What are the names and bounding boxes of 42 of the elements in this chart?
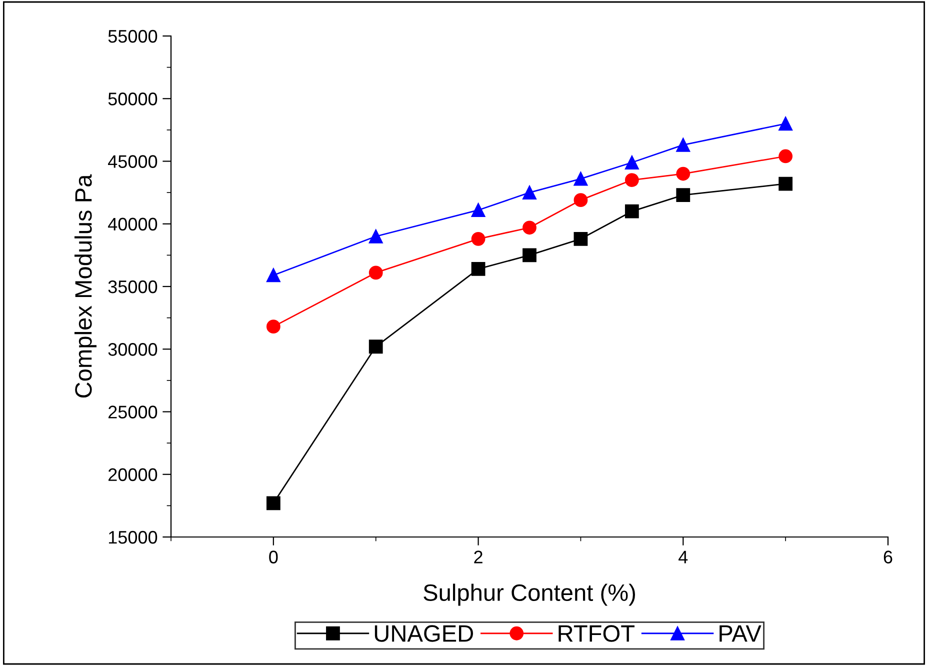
- legend-label: RTFOT: [558, 625, 634, 642]
- y-tick-label: 55000: [108, 30, 158, 43]
- point: [778, 176, 793, 191]
- y-tick-label: 50000: [108, 92, 158, 106]
- point: [574, 172, 588, 186]
- y-tick-label: 15000: [108, 530, 158, 544]
- x-tick-label: 2: [474, 550, 482, 564]
- legend-label: PAV: [720, 625, 762, 642]
- y-tick-label: 30000: [108, 343, 158, 356]
- point: [368, 340, 383, 354]
- point: [676, 138, 690, 152]
- legend-label: UNAGED: [374, 625, 473, 642]
- point: [266, 496, 280, 510]
- y-axis-title: Complex Modulus Pa: [74, 174, 96, 398]
- point: [471, 203, 486, 218]
- point: [471, 232, 486, 246]
- point: [624, 173, 639, 187]
- point: [368, 229, 383, 244]
- point: [522, 186, 536, 200]
- point: [574, 232, 588, 246]
- point: [624, 204, 639, 218]
- y-tick-label: 25000: [108, 406, 158, 418]
- y-tick-label: 40000: [108, 218, 158, 231]
- point: [574, 193, 588, 208]
- y-tick-label: 20000: [108, 468, 158, 482]
- point: [676, 166, 690, 181]
- point: [676, 188, 690, 202]
- x-tick-label: 4: [678, 550, 688, 564]
- y-tick-label: 45000: [108, 155, 158, 168]
- point: [266, 320, 280, 334]
- point: [624, 156, 639, 170]
- y-tick-label: 35000: [108, 280, 158, 294]
- x-tick-label: 6: [884, 550, 892, 564]
- point: [778, 149, 793, 164]
- point: [778, 116, 793, 131]
- point: [522, 248, 536, 262]
- x-tick-label: 0: [269, 550, 278, 564]
- point: [266, 268, 280, 282]
- point: [522, 220, 536, 235]
- point: [471, 262, 486, 276]
- point: [368, 266, 383, 280]
- x-axis-title: Sulphur Content (%): [424, 584, 635, 606]
